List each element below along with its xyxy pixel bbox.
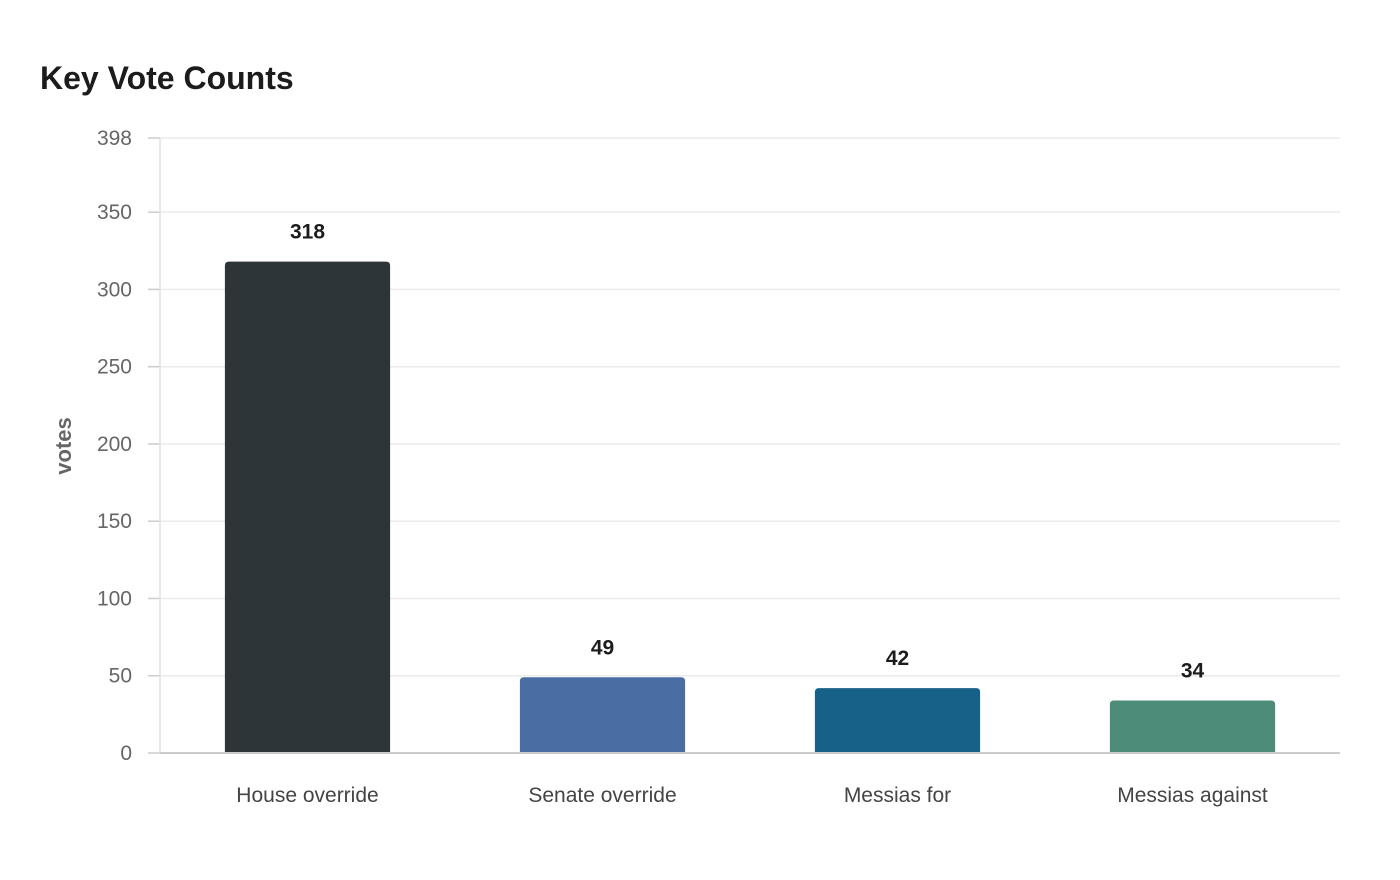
y-tick-label: 100 — [97, 587, 132, 610]
value-label: 34 — [1181, 659, 1205, 682]
category-label: House override — [236, 784, 378, 807]
bars — [224, 261, 1276, 753]
y-axis-title: votes — [51, 417, 76, 474]
bar — [1109, 700, 1276, 753]
y-tick-label: 150 — [97, 510, 132, 533]
bar — [519, 677, 686, 753]
value-label: 49 — [591, 636, 614, 659]
bar — [814, 688, 981, 753]
bar — [224, 261, 391, 753]
y-tick-labels: 0 50 100 150 200 250 300 350 398 — [97, 127, 132, 765]
chart-title: Key Vote Counts — [40, 60, 294, 96]
category-label: Messias for — [844, 784, 951, 807]
value-label: 318 — [290, 221, 325, 244]
category-labels: House override Senate override Messias for… — [236, 784, 1268, 807]
category-label: Senate override — [528, 784, 676, 807]
value-labels: 318 49 42 34 — [290, 221, 1205, 683]
y-tick-label: 200 — [97, 433, 132, 456]
y-tick-label: 300 — [97, 278, 132, 301]
value-label: 42 — [886, 647, 909, 670]
category-label: Messias against — [1117, 784, 1268, 807]
y-tick-label: 0 — [120, 742, 132, 765]
y-tick-label: 350 — [97, 201, 132, 224]
y-tick-label: 50 — [109, 665, 132, 688]
y-tick-label: 398 — [97, 127, 132, 150]
y-tick-label: 250 — [97, 356, 132, 379]
